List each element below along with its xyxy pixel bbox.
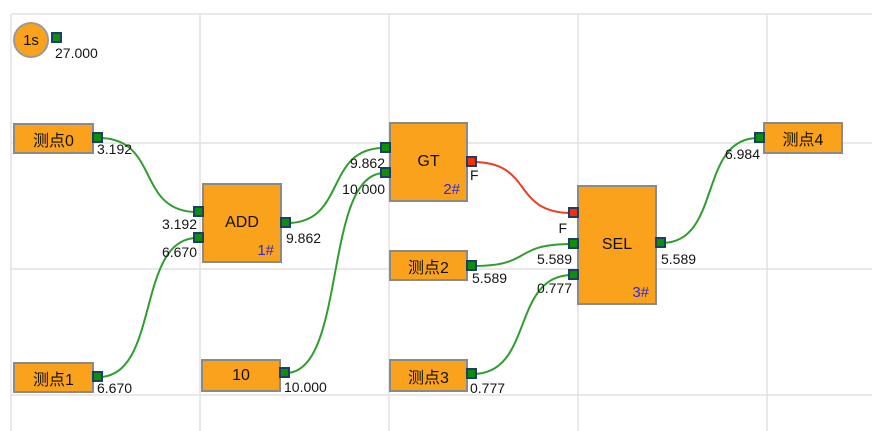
node-sel-badge: 3# xyxy=(632,284,649,301)
cd3-output-port[interactable] xyxy=(466,368,477,379)
cd2-output-value: 5.589 xyxy=(472,270,508,286)
wire-gt-to-sel-in1[interactable] xyxy=(472,161,573,214)
node-add-badge: 1# xyxy=(257,242,274,259)
node-cd4[interactable]: 测点4 xyxy=(763,122,843,154)
node-gt-badge: 2# xyxy=(443,181,460,198)
gt-output-port[interactable] xyxy=(466,156,477,167)
wire-sel-to-cd4[interactable] xyxy=(661,137,759,244)
node-cd0[interactable]: 测点0 xyxy=(13,123,94,154)
gt-input2-value: 10.000 xyxy=(342,181,385,197)
cd0-output-value: 3.192 xyxy=(97,141,133,157)
timer-label: 1s xyxy=(23,31,39,49)
cd4-input-value: 6.984 xyxy=(724,146,760,162)
cd4-input-port[interactable] xyxy=(754,132,765,143)
cd2-output-port[interactable] xyxy=(466,260,477,271)
cd1-output-value: 6.670 xyxy=(97,380,133,396)
wire-const10-to-gt-in2[interactable] xyxy=(285,172,385,374)
sel-input3-port[interactable] xyxy=(568,269,579,280)
node-gt-label: GT xyxy=(417,153,440,170)
gt-input1-port[interactable] xyxy=(380,142,391,153)
node-const10[interactable]: 10 xyxy=(201,359,281,392)
sel-input2-port[interactable] xyxy=(568,238,579,249)
timer-node[interactable]: 1s xyxy=(13,22,49,58)
add-output-value: 9.862 xyxy=(286,230,322,246)
sel-output-value: 5.589 xyxy=(661,251,697,267)
node-cd4-label: 测点4 xyxy=(782,132,824,149)
node-sel[interactable]: SEL 3# xyxy=(577,185,657,305)
node-gt[interactable]: GT 2# xyxy=(389,122,468,202)
node-sel-label: SEL xyxy=(601,236,633,253)
sel-input2-value: 5.589 xyxy=(536,251,572,267)
node-cd3-label: 测点3 xyxy=(408,369,449,387)
gt-input2-port[interactable] xyxy=(380,167,391,178)
sel-input1-value: F xyxy=(558,220,567,236)
sel-input1-port[interactable] xyxy=(568,207,579,218)
add-input1-port[interactable] xyxy=(193,206,204,217)
node-const10-label: 10 xyxy=(232,366,250,384)
node-cd1-label: 测点1 xyxy=(33,371,74,389)
gt-output-value: F xyxy=(470,167,479,183)
wire-cd1-to-add-in2[interactable] xyxy=(98,237,198,378)
node-cd3[interactable]: 测点3 xyxy=(389,359,468,392)
const10-output-port[interactable] xyxy=(279,367,290,378)
gt-input1-value: 9.862 xyxy=(349,155,385,171)
wire-cd3-to-sel-in3[interactable] xyxy=(472,274,573,375)
wire-cd2-to-sel-in2[interactable] xyxy=(472,243,573,267)
timer-output-port[interactable] xyxy=(51,32,62,43)
wire-add-to-gt-in1[interactable] xyxy=(286,147,385,224)
sel-input3-value: 0.777 xyxy=(536,280,572,296)
add-output-port[interactable] xyxy=(280,217,291,228)
node-cd0-label: 测点0 xyxy=(33,132,74,150)
add-input1-value: 3.192 xyxy=(161,216,197,232)
node-add-label: ADD xyxy=(225,214,259,231)
cd0-output-port[interactable] xyxy=(92,132,103,143)
timer-output-value: 27.000 xyxy=(55,45,98,61)
node-add[interactable]: ADD 1# xyxy=(202,183,282,263)
node-cd2[interactable]: 测点2 xyxy=(389,250,468,281)
const10-output-value: 10.000 xyxy=(284,379,327,395)
cd3-output-value: 0.777 xyxy=(470,380,506,396)
wire-cd0-to-add-in1[interactable] xyxy=(98,137,198,213)
sel-output-port[interactable] xyxy=(655,237,666,248)
add-input2-value: 6.670 xyxy=(161,244,197,260)
add-input2-port[interactable] xyxy=(193,232,204,243)
cd1-output-port[interactable] xyxy=(92,371,103,382)
node-cd2-label: 测点2 xyxy=(408,259,449,277)
node-cd1[interactable]: 测点1 xyxy=(13,362,94,393)
